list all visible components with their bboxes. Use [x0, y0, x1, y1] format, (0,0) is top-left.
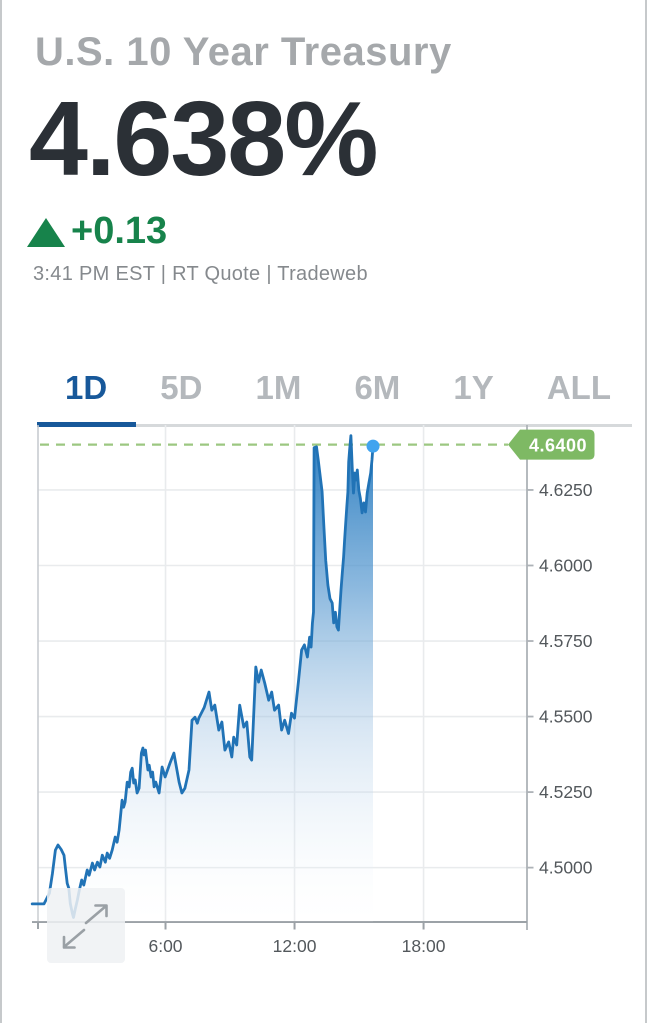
- y-tick-label: 4.6250: [539, 480, 593, 500]
- y-tick-label: 4.5750: [539, 631, 593, 651]
- range-tabs: 1D 5D 1M 6M 1Y ALL: [65, 369, 611, 406]
- yield-chart[interactable]: 4.6250 4.6000 4.5750 4.5500 4.5250 4.5000 6:00…: [2, 425, 647, 1023]
- current-value-badge-label: 4.6400: [529, 436, 587, 456]
- y-tick-label: 4.5250: [539, 782, 593, 802]
- tab-1d[interactable]: 1D: [65, 369, 108, 406]
- page-title: U.S. 10 Year Treasury: [35, 30, 452, 74]
- tab-underline: [37, 424, 632, 427]
- tab-1y[interactable]: 1Y: [453, 369, 494, 406]
- expand-arrows-icon: [62, 928, 86, 949]
- tab-underline-active: [37, 422, 136, 427]
- expand-button[interactable]: [47, 888, 125, 963]
- change-badge: +0.13: [27, 209, 168, 252]
- change-value: +0.13: [71, 209, 168, 252]
- area-fill: [32, 435, 373, 922]
- quote-timestamp: 3:41 PM EST | RT Quote | Tradeweb: [33, 263, 368, 285]
- expand-arrows-icon: [84, 904, 108, 925]
- tab-all[interactable]: ALL: [546, 369, 611, 406]
- x-tick-label: 6:00: [148, 936, 182, 956]
- last-price-dot: [366, 439, 380, 453]
- current-value-badge: [508, 429, 595, 460]
- expand-button-box: [47, 888, 125, 963]
- y-tick-label: 4.5500: [539, 707, 593, 727]
- x-tick-label: 12:00: [273, 936, 317, 956]
- y-tick-label: 4.6000: [539, 555, 593, 575]
- up-triangle-icon: [27, 217, 65, 247]
- price-line: [30, 434, 375, 919]
- tab-6m[interactable]: 6M: [354, 369, 401, 406]
- tab-5d[interactable]: 5D: [160, 369, 203, 406]
- y-tick-label: 4.5000: [539, 858, 593, 878]
- price-value: 4.638%: [29, 80, 379, 198]
- x-tick-label: 18:00: [402, 936, 446, 956]
- tab-1m[interactable]: 1M: [255, 369, 302, 406]
